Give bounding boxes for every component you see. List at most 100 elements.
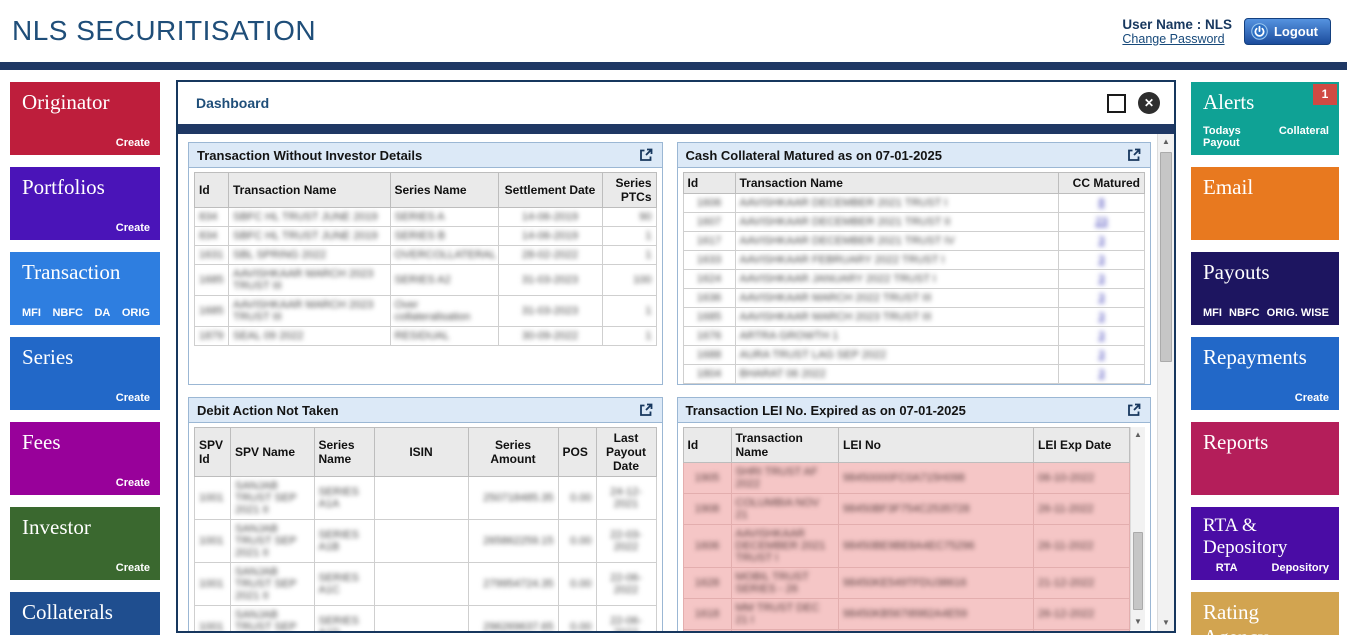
table-cell: AAVISHKAAR DECEMBER 2021 TRUST IV bbox=[734, 231, 1059, 251]
table-cell: 1636 bbox=[682, 288, 736, 308]
table-cell: 1001 bbox=[194, 476, 231, 520]
column-header: POS bbox=[557, 427, 597, 477]
todays-payout-link[interactable]: Todays Payout bbox=[1203, 125, 1241, 149]
sidebar-item-payouts[interactable]: Payouts MFI NBFC ORIG. WISE bbox=[1191, 252, 1339, 325]
sidebar-item-reports[interactable]: Reports bbox=[1191, 422, 1339, 495]
cell-text: 31-03-2023 bbox=[521, 305, 579, 317]
dashboard-scrollbar[interactable]: ▲ ▼ bbox=[1157, 134, 1174, 631]
cell-link[interactable]: 3 bbox=[1098, 292, 1105, 304]
column-header: LEI Exp Date bbox=[1033, 427, 1130, 463]
table-cell: 834 bbox=[194, 207, 229, 227]
panel-title: Transaction LEI No. Expired as on 07-01-… bbox=[685, 402, 966, 418]
sidebar-item-portfolios[interactable]: Portfolios Create bbox=[10, 167, 160, 240]
cell-text: 296269637.65 bbox=[483, 621, 554, 631]
cell-text: SERIES A1B bbox=[318, 529, 359, 553]
cell-text: ARTRA GROWTH 1 bbox=[739, 330, 839, 342]
logout-button[interactable]: Logout bbox=[1243, 17, 1331, 45]
table-cell: 279954724.35 bbox=[467, 562, 559, 606]
table-cell: 1676 bbox=[682, 326, 736, 346]
cell-link[interactable]: 3 bbox=[1098, 254, 1105, 266]
panel-cash-collateral-matured: Cash Collateral Matured as on 07-01-2025 bbox=[676, 142, 1151, 385]
cell-link[interactable]: 23 bbox=[1095, 216, 1108, 228]
sidebar-item-alerts[interactable]: Alerts 1 Todays Payout Collateral bbox=[1191, 82, 1339, 155]
cell-link[interactable]: 8 bbox=[1098, 197, 1105, 209]
cell-text: SERIES A bbox=[394, 211, 445, 223]
table-cell: 0.00 bbox=[557, 519, 597, 563]
table-cell: 1606 bbox=[682, 193, 736, 213]
open-in-new-icon[interactable] bbox=[1126, 402, 1142, 418]
payouts-mfi-link[interactable]: MFI bbox=[1203, 307, 1222, 319]
collateral-link[interactable]: Collateral bbox=[1278, 125, 1329, 137]
cell-text: 1628 bbox=[694, 577, 720, 589]
table-cell: AAVISHKAAR MARCH 2023 TRUST III bbox=[228, 264, 391, 296]
sidebar-item-originator[interactable]: Originator Create bbox=[10, 82, 160, 155]
dashboard-area: Dashboard ✕ Transaction Without Investor… bbox=[168, 70, 1184, 635]
tile-label: Reports bbox=[1203, 430, 1269, 454]
portfolios-create-link[interactable]: Create bbox=[115, 222, 150, 234]
tile-label: Portfolios bbox=[22, 175, 105, 199]
tile-label: Email bbox=[1203, 175, 1254, 199]
sidebar-item-email[interactable]: Email bbox=[1191, 167, 1339, 240]
table-cell: 1 bbox=[601, 245, 657, 265]
cell-link[interactable]: 3 bbox=[1098, 311, 1105, 323]
sidebar-item-fees[interactable]: Fees Create bbox=[10, 422, 160, 495]
app-title: NLS SECURITISATION bbox=[12, 15, 317, 46]
transaction-mfi-link[interactable]: MFI bbox=[22, 307, 41, 319]
table-cell: 14-06-2019 bbox=[497, 226, 603, 246]
table-row: 1908 COLUMBIA NOV 21 98450BF3F754C2535728 2… bbox=[682, 493, 1130, 525]
fees-create-link[interactable]: Create bbox=[115, 477, 150, 489]
cell-link[interactable]: 3 bbox=[1098, 330, 1105, 342]
cell-text: 28-02-2022 bbox=[521, 249, 579, 261]
series-create-link[interactable]: Create bbox=[115, 392, 150, 404]
column-header: Transaction Name bbox=[734, 172, 1059, 194]
scroll-down-icon[interactable]: ▼ bbox=[1134, 617, 1142, 626]
open-in-new-icon[interactable] bbox=[1126, 147, 1142, 163]
table-cell: 1628 bbox=[682, 567, 732, 599]
originator-create-link[interactable]: Create bbox=[115, 137, 150, 149]
change-password-link[interactable]: Change Password bbox=[1122, 31, 1225, 46]
cell-link[interactable]: 3 bbox=[1098, 273, 1105, 285]
table-cell: AURA TRUST LAG SEP 2022 bbox=[734, 345, 1059, 365]
depository-link[interactable]: Depository bbox=[1271, 562, 1329, 574]
cell-text: 98450BE9BE8A4EC75296 bbox=[843, 540, 975, 552]
transaction-da-link[interactable]: DA bbox=[94, 307, 111, 319]
sidebar-item-transaction[interactable]: Transaction MFI NBFC DA ORIG bbox=[10, 252, 160, 325]
cell-text: 1908 bbox=[694, 503, 720, 515]
rta-link[interactable]: RTA bbox=[1215, 562, 1238, 574]
sidebar-item-investor[interactable]: Investor Create bbox=[10, 507, 160, 580]
maximize-button[interactable] bbox=[1107, 93, 1126, 113]
table-cell: 90 bbox=[601, 207, 657, 227]
transaction-orig-link[interactable]: ORIG bbox=[121, 307, 150, 319]
table-row: 1688 AURA TRUST LAG SEP 2022 3 bbox=[682, 345, 1145, 365]
sidebar-item-collaterals[interactable]: Collaterals bbox=[10, 592, 160, 635]
payouts-nbfc-link[interactable]: NBFC bbox=[1229, 307, 1260, 319]
sidebar-item-rating-agency[interactable]: Rating Agency bbox=[1191, 592, 1339, 635]
header-divider bbox=[0, 62, 1347, 70]
scrollbar-thumb[interactable] bbox=[1133, 531, 1143, 610]
scroll-up-icon[interactable]: ▲ bbox=[1134, 430, 1142, 439]
repayments-create-link[interactable]: Create bbox=[1294, 392, 1329, 404]
close-button[interactable]: ✕ bbox=[1138, 92, 1160, 114]
table-row: 1001 SANJAB TRUST SEP 2021 II SERIES A1B 26… bbox=[194, 519, 657, 563]
table-cell: 1685 bbox=[194, 264, 229, 296]
cell-link[interactable]: 3 bbox=[1098, 349, 1105, 361]
transaction-nbfc-link[interactable]: NBFC bbox=[52, 307, 83, 319]
sidebar-item-series[interactable]: Series Create bbox=[10, 337, 160, 410]
cell-text: 1606 bbox=[694, 540, 720, 552]
cell-link[interactable]: 3 bbox=[1098, 235, 1105, 247]
table-cell: 22-06-2022 bbox=[595, 562, 657, 606]
lei-table-scrollbar[interactable]: ▲ ▼ bbox=[1130, 427, 1145, 630]
table-cell: 1618 bbox=[682, 598, 732, 630]
sidebar-item-rta-depository[interactable]: RTA & Depository RTA Depository bbox=[1191, 507, 1339, 580]
payouts-orig-wise-link[interactable]: ORIG. WISE bbox=[1266, 307, 1329, 319]
sidebar-item-repayments[interactable]: Repayments Create bbox=[1191, 337, 1339, 410]
scrollbar-thumb[interactable] bbox=[1160, 152, 1172, 362]
open-in-new-icon[interactable] bbox=[638, 147, 654, 163]
cell-text: 250718485.35 bbox=[483, 492, 554, 504]
scroll-down-icon[interactable]: ▼ bbox=[1162, 618, 1170, 627]
open-in-new-icon[interactable] bbox=[638, 402, 654, 418]
table-cell: 0.00 bbox=[557, 605, 597, 631]
scroll-up-icon[interactable]: ▲ bbox=[1162, 137, 1170, 146]
cell-link[interactable]: 3 bbox=[1098, 368, 1105, 380]
investor-create-link[interactable]: Create bbox=[115, 562, 150, 574]
